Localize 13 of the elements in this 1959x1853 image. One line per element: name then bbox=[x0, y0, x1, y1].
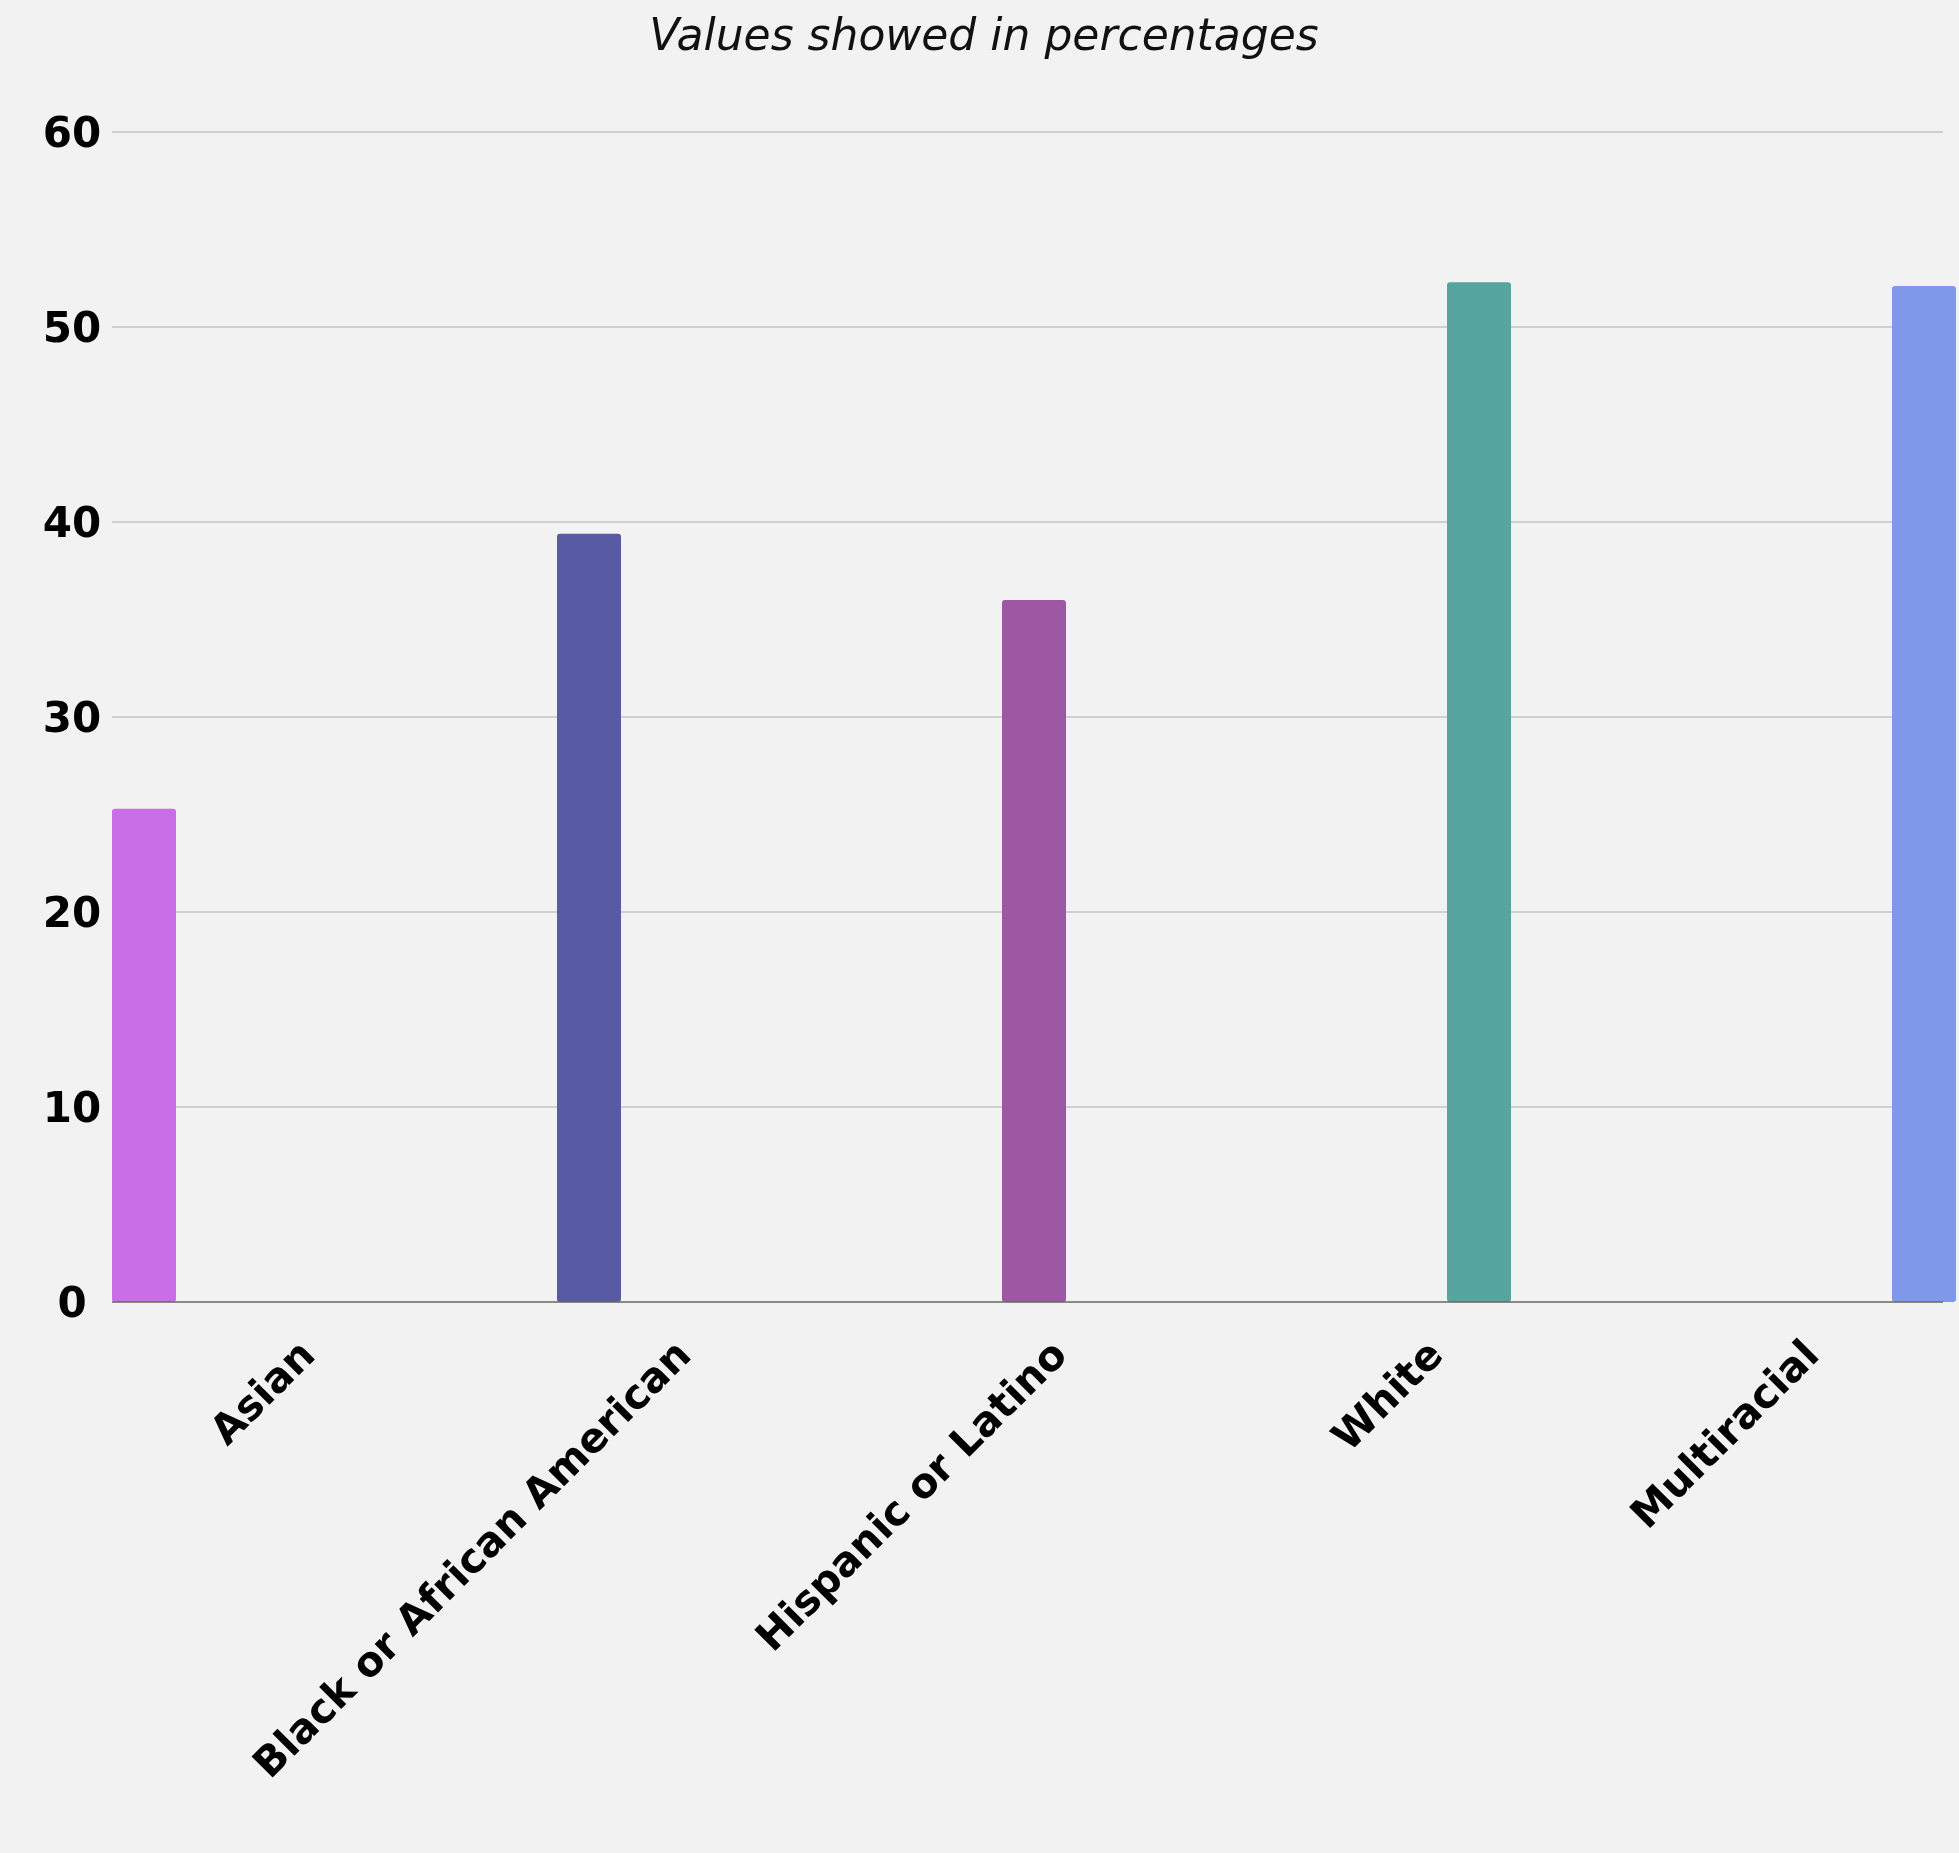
y-tick-label: 20 bbox=[42, 887, 102, 937]
y-tick-label: 60 bbox=[42, 107, 102, 157]
y-tick-label: 50 bbox=[42, 302, 102, 352]
y-tick-label: 30 bbox=[42, 692, 102, 742]
bar bbox=[1002, 600, 1066, 1302]
bar bbox=[112, 808, 176, 1302]
bar bbox=[1447, 282, 1511, 1302]
y-tick-label: 0 bbox=[57, 1277, 87, 1327]
y-tick-label: 40 bbox=[42, 497, 102, 547]
bar bbox=[1892, 286, 1956, 1302]
bar bbox=[557, 533, 621, 1302]
y-tick-label: 10 bbox=[42, 1082, 102, 1132]
chart-title: Values showed in percentages bbox=[649, 9, 1319, 60]
